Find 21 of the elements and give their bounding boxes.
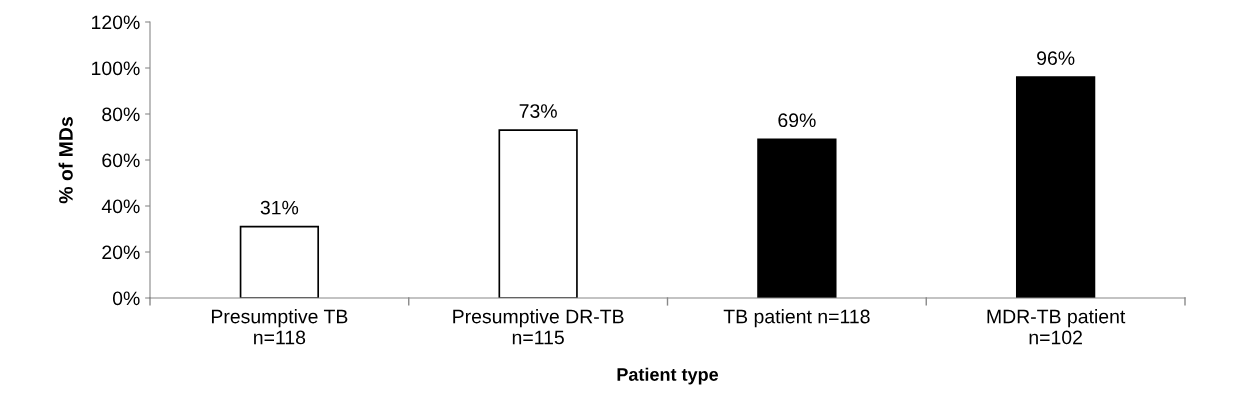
bar — [757, 138, 837, 298]
data-label: 73% — [519, 104, 557, 118]
bar — [498, 129, 578, 298]
y-tick-label: 60% — [102, 153, 140, 168]
x-axis-title: Patient type — [617, 367, 719, 385]
y-tick-label: 0% — [112, 291, 140, 306]
bar — [239, 225, 320, 298]
y-tick-label: 40% — [101, 199, 140, 214]
x-tick-label: Presumptive TB n=118 — [211, 309, 348, 345]
x-tick-label: TB patient n=118 — [723, 309, 870, 328]
y-tick-label: 100% — [92, 61, 140, 76]
data-label: 69% — [778, 113, 816, 128]
x-tick-label: Presumptive DR-TB n=115 — [453, 309, 624, 345]
y-tick-label: 120% — [92, 15, 140, 30]
data-label: 31% — [260, 200, 299, 215]
x-tick-label: MDR-TB patient n=102 — [987, 309, 1126, 345]
y-axis-title: % of MDs — [58, 117, 73, 204]
y-tick-label: 80% — [102, 107, 140, 122]
data-label: 96% — [1037, 51, 1075, 66]
bar — [1015, 76, 1096, 298]
y-tick-label: 20% — [102, 245, 140, 260]
